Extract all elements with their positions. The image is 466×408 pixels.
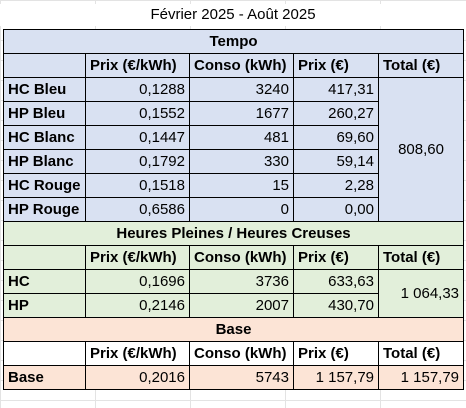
- price-header: Prix (€/kWh): [85, 53, 190, 78]
- cost-header: Prix (€): [293, 53, 379, 78]
- price-header: Prix (€/kWh): [85, 341, 190, 366]
- cost-header: Prix (€): [293, 341, 379, 366]
- cost-header: Prix (€): [293, 245, 379, 270]
- row-label: HC Blanc: [3, 125, 86, 150]
- table-row: HC 0,1696 3736 633,63 1 064,33: [3, 269, 465, 318]
- cost-cell: 633,63: [293, 269, 379, 294]
- empty-header-cell: [3, 245, 86, 270]
- hphc-column-headers: Prix (€/kWh) Conso (kWh) Prix (€) Total …: [3, 245, 465, 270]
- conso-header: Conso (kWh): [189, 341, 294, 366]
- row-label: HP: [3, 293, 86, 318]
- price-cell: 0,1288: [85, 77, 190, 102]
- row-label: HC: [3, 269, 86, 294]
- conso-cell: 481: [189, 125, 294, 150]
- conso-cell: 1677: [189, 101, 294, 126]
- price-cell: 0,1792: [85, 149, 190, 174]
- price-cell: 0,2146: [85, 293, 190, 318]
- table-row: HC Bleu 0,1288 3240 417,31 808,60: [3, 77, 465, 222]
- conso-cell: 5743: [189, 365, 294, 390]
- cost-cell: 69,60: [293, 125, 379, 150]
- conso-cell: 0: [189, 197, 294, 222]
- table-row: HP Bleu 0,1552 1677 260,27: [3, 101, 464, 126]
- hphc-section-header: Heures Pleines / Heures Creuses: [2, 221, 465, 246]
- row-label: HP Bleu: [3, 101, 86, 126]
- price-cell: 0,6586: [85, 197, 190, 222]
- price-cell: 0,2016: [85, 365, 190, 390]
- row-label: HP Rouge: [3, 197, 86, 222]
- conso-header: Conso (kWh): [189, 245, 294, 270]
- table-row: HC Blanc 0,1447 481 69,60: [3, 125, 464, 150]
- tempo-total: 808,60: [377, 77, 465, 222]
- row-label: HC Rouge: [3, 173, 86, 198]
- conso-cell: 3240: [189, 77, 294, 102]
- table-row: HP Rouge 0,6586 0 0,00: [3, 197, 464, 222]
- empty-header-cell: [3, 341, 86, 366]
- hphc-total: 1 064,33: [377, 269, 465, 318]
- cost-cell: 1 157,79: [293, 365, 379, 390]
- table-row: HP Blanc 0,1792 330 59,14: [3, 149, 464, 174]
- cost-cell: 2,28: [293, 173, 379, 198]
- conso-cell: 3736: [189, 269, 294, 294]
- cost-cell: 417,31: [293, 77, 379, 102]
- price-cell: 0,1447: [85, 125, 190, 150]
- conso-cell: 15: [189, 173, 294, 198]
- row-label: Base: [3, 365, 86, 390]
- price-cell: 0,1518: [85, 173, 190, 198]
- conso-header: Conso (kWh): [189, 53, 294, 78]
- cost-cell: 430,70: [293, 293, 379, 318]
- total-header: Total (€): [377, 245, 465, 270]
- table-row: HP 0,2146 2007 430,70: [3, 293, 464, 318]
- tempo-title: Tempo: [2, 29, 465, 54]
- total-header: Total (€): [377, 341, 465, 366]
- tempo-column-headers: Prix (€/kWh) Conso (kWh) Prix (€) Total …: [3, 53, 465, 78]
- base-title: Base: [2, 317, 465, 342]
- empty-header-cell: [3, 53, 86, 78]
- table-row: HC Rouge 0,1518 15 2,28: [3, 173, 464, 198]
- price-header: Prix (€/kWh): [85, 245, 190, 270]
- base-section-header: Base: [2, 317, 465, 342]
- conso-cell: 330: [189, 149, 294, 174]
- table-row: Base 0,2016 5743 1 157,79 1 157,79: [3, 365, 465, 390]
- cost-cell: 59,14: [293, 149, 379, 174]
- cost-cell: 260,27: [293, 101, 379, 126]
- tempo-section-header: Tempo: [2, 29, 465, 54]
- price-comparison-table: Tempo Prix (€/kWh) Conso (kWh) Prix (€) …: [2, 29, 465, 390]
- price-cell: 0,1552: [85, 101, 190, 126]
- total-header: Total (€): [377, 53, 465, 78]
- price-cell: 0,1696: [85, 269, 190, 294]
- page-title: Février 2025 - Août 2025: [0, 4, 466, 26]
- conso-cell: 2007: [189, 293, 294, 318]
- base-column-headers: Prix (€/kWh) Conso (kWh) Prix (€) Total …: [3, 341, 465, 366]
- cost-cell: 0,00: [293, 197, 379, 222]
- base-total: 1 157,79: [377, 365, 465, 390]
- row-label: HC Bleu: [3, 77, 86, 102]
- hphc-title: Heures Pleines / Heures Creuses: [2, 221, 465, 246]
- row-label: HP Blanc: [3, 149, 86, 174]
